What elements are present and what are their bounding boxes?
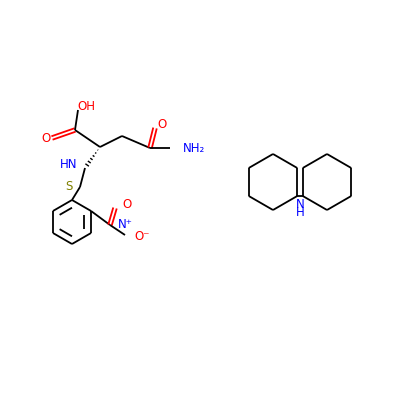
Text: HN: HN xyxy=(60,158,77,172)
Text: N⁺: N⁺ xyxy=(118,218,133,230)
Text: O: O xyxy=(41,132,51,144)
Text: O: O xyxy=(122,198,131,212)
Text: O⁻: O⁻ xyxy=(134,230,150,244)
Text: NH₂: NH₂ xyxy=(183,142,205,154)
Text: O: O xyxy=(157,118,167,132)
Text: N: N xyxy=(296,198,304,212)
Text: S: S xyxy=(66,180,73,194)
Text: H: H xyxy=(296,206,304,220)
Text: OH: OH xyxy=(77,100,95,114)
